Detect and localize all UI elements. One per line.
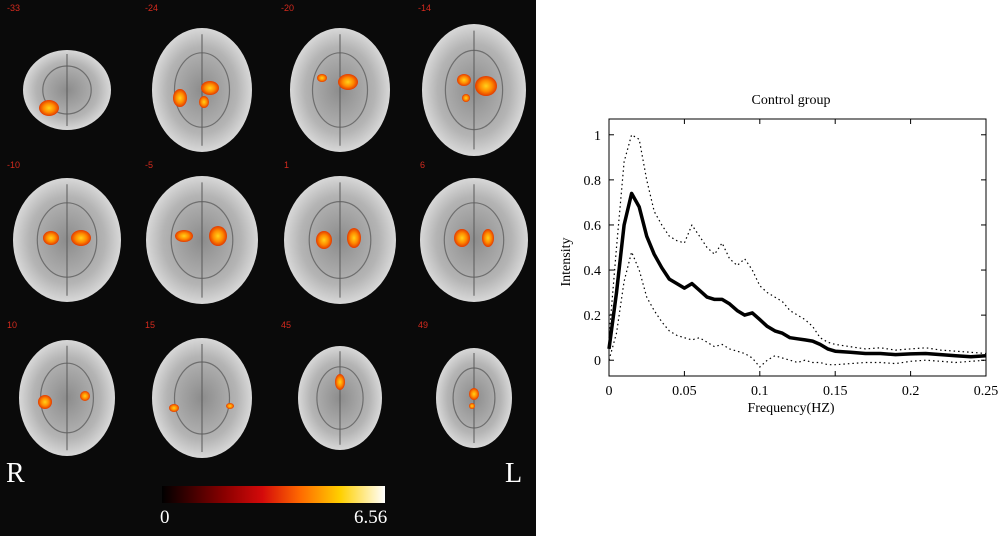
activation-cluster (454, 229, 470, 247)
activation-cluster (71, 230, 91, 246)
colorbar-max-label: 6.56 (354, 507, 388, 528)
activation-cluster (335, 374, 345, 390)
activation-cluster (201, 81, 219, 95)
chart-title: Control group (752, 93, 831, 108)
spectrum-chart-panel: Control group 0 0.05 0.1 0.15 0.2 0.25 0 0.2 0.4… (536, 0, 1000, 536)
activation-cluster (469, 388, 479, 400)
y-tick-label: 0.6 (584, 219, 602, 234)
activation-cluster (462, 94, 470, 102)
colorbar-min-label: 0 (160, 507, 170, 528)
brain-slices-panel: -33 -24 -20 -14 -10 -5 1 6 10 15 45 49 R… (0, 0, 536, 536)
confidence-bound-line (608, 134, 987, 355)
y-tick-label: 0.2 (584, 309, 602, 324)
activation-cluster (39, 100, 59, 116)
brain-slices-figure (13, 24, 528, 458)
activation-cluster (169, 404, 179, 412)
activation-cluster (43, 231, 59, 245)
slice-label: -24 (145, 3, 159, 13)
x-tick-label: 0.15 (823, 384, 848, 399)
activation-cluster (209, 226, 227, 246)
slice-label: 49 (418, 320, 429, 330)
activation-cluster (475, 76, 497, 96)
activation-cluster (317, 74, 327, 82)
activation-cluster (347, 228, 361, 248)
activation-cluster (469, 403, 475, 409)
slice-label: -14 (418, 3, 432, 13)
slice-label: -33 (7, 3, 21, 13)
colorbar (162, 486, 385, 503)
activation-cluster (38, 395, 52, 409)
left-hemisphere-label: L (505, 458, 523, 489)
slice-label: -5 (145, 160, 154, 170)
x-tick-label: 0.2 (902, 384, 920, 399)
activation-cluster (199, 96, 209, 108)
y-tick-label: 1 (594, 129, 601, 144)
x-axis-label: Frequency(HZ) (747, 401, 834, 416)
confidence-bound-line (608, 251, 987, 368)
activation-cluster (80, 391, 90, 401)
slice-label: 6 (420, 160, 426, 170)
slice-label: -10 (7, 160, 21, 170)
mean-spectrum-line (607, 191, 987, 359)
plot-frame (608, 118, 987, 377)
activation-cluster (175, 230, 193, 242)
activation-cluster (338, 74, 358, 90)
activation-cluster (173, 89, 187, 107)
y-tick-label: 0.8 (584, 174, 602, 189)
x-tick-label: 0.1 (751, 384, 769, 399)
slice-label: 45 (281, 320, 292, 330)
spectrum-chart: Control group 0 0.05 0.1 0.15 0.2 0.25 0 0.2 0.4… (559, 93, 999, 416)
y-tick-label: 0.4 (584, 264, 602, 279)
slice-label: -20 (281, 3, 295, 13)
y-tick-label: 0 (594, 354, 601, 369)
y-axis-label: Intensity (559, 238, 574, 287)
x-tick-label: 0 (606, 384, 613, 399)
activation-cluster (226, 403, 234, 409)
activation-cluster (457, 74, 471, 86)
x-tick-label: 0.25 (974, 384, 999, 399)
x-tick-label: 0.05 (672, 384, 697, 399)
slice-label: 10 (7, 320, 18, 330)
right-hemisphere-label: R (6, 458, 25, 489)
slice-label: 15 (145, 320, 156, 330)
slice-label: 1 (284, 160, 290, 170)
activation-cluster (482, 229, 494, 247)
activation-cluster (316, 231, 332, 249)
